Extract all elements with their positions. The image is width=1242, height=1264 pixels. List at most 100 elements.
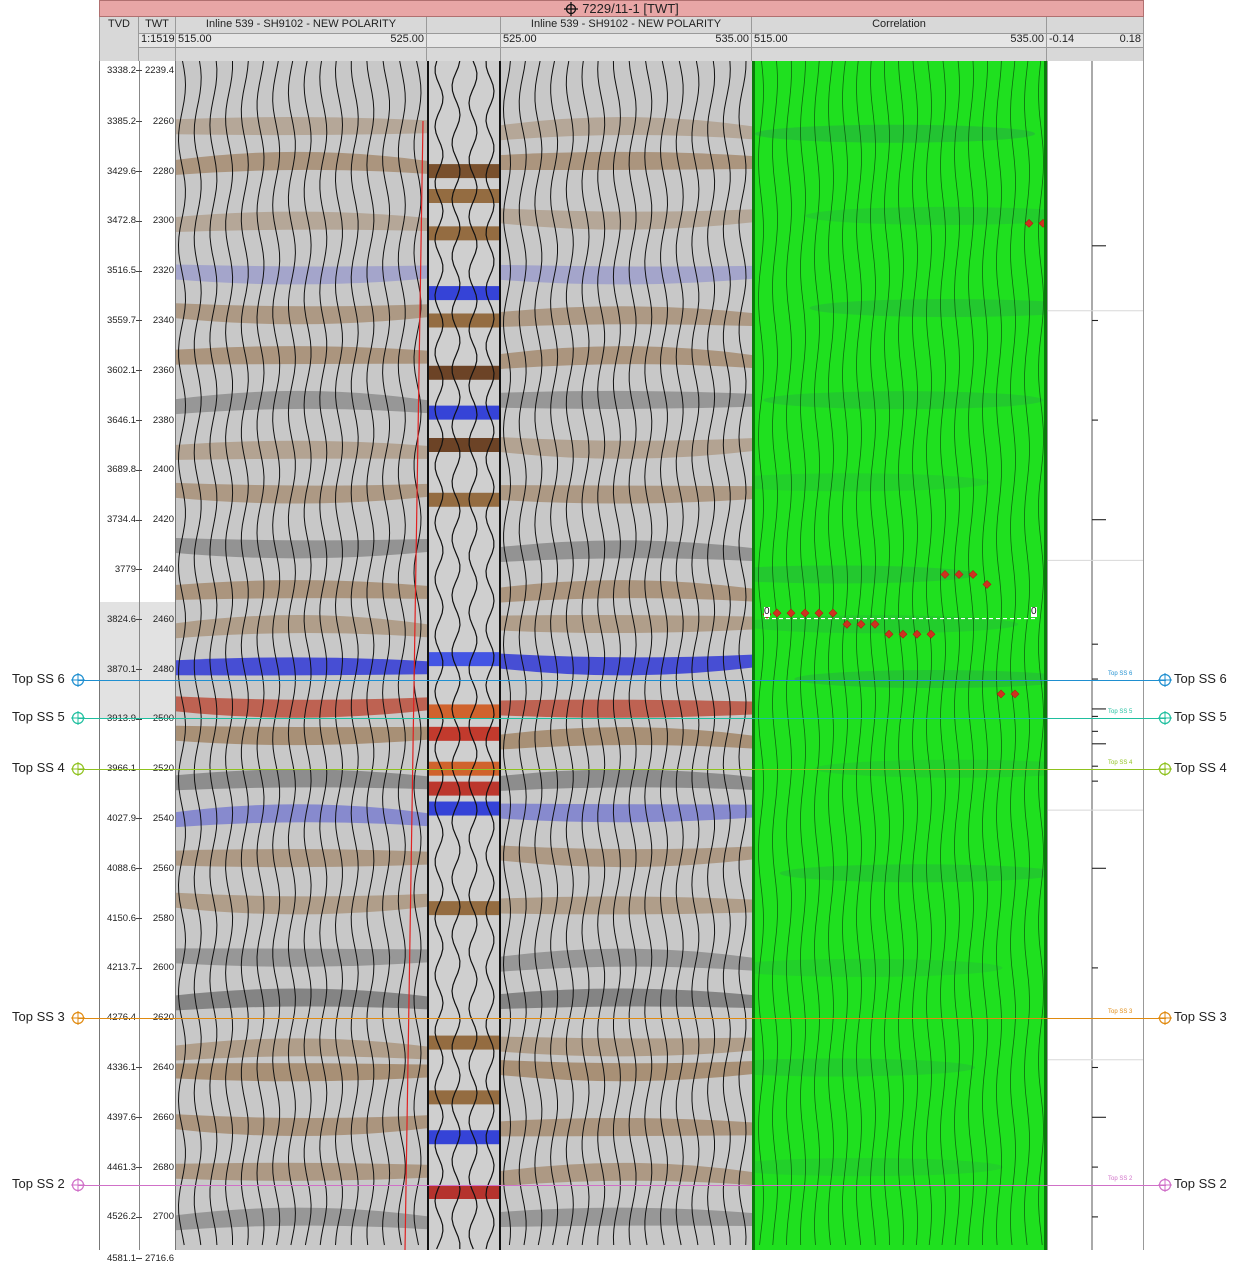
twt-tick-label: 2400 xyxy=(152,464,174,476)
scale-label: 1:1519 xyxy=(141,33,175,45)
twt-tick-label: 2320 xyxy=(152,265,174,277)
marker-label-right: Top SS 2 xyxy=(1174,1175,1227,1191)
tvd-tick-label: 3338.2 xyxy=(106,64,136,76)
correlation-image xyxy=(755,61,1044,1250)
marker-label-left: Top SS 6 xyxy=(12,671,65,687)
correlation-header[interactable]: Correlation 515.00 535.00 xyxy=(752,17,1047,61)
twt-tick-label: 2500 xyxy=(152,713,174,725)
depth-tick-mark xyxy=(136,171,142,173)
tvd-tick-label: 4088.6 xyxy=(106,862,136,874)
tvd-tick-label: 4027.9 xyxy=(106,812,136,824)
tvd-tick-label: 3689.8 xyxy=(106,464,136,476)
depth-tick-mark xyxy=(136,868,142,870)
depth-tick-mark xyxy=(136,619,142,621)
depth-tick-mark xyxy=(136,420,142,422)
well-title-bar[interactable]: 7229/11-1 [TWT] xyxy=(99,0,1144,17)
marker-target-icon[interactable] xyxy=(1158,673,1172,688)
correlation-name: Correlation xyxy=(872,18,926,30)
depth-tick-mark xyxy=(136,519,142,521)
correlation-track[interactable]: 0 0 xyxy=(752,61,1047,1250)
depth-tick-mark xyxy=(136,1167,142,1169)
well-title: 7229/11-1 [TWT] xyxy=(582,1,679,16)
marker-label-small: Top SS 5 xyxy=(1108,708,1133,715)
marker-target-icon[interactable] xyxy=(71,1010,85,1025)
depth-tick-mark xyxy=(136,967,142,969)
marker-target-icon[interactable] xyxy=(71,1177,85,1192)
seismic-track-2[interactable] xyxy=(501,61,752,1250)
depth-tick-mark xyxy=(136,818,142,820)
marker-label-small: Top SS 3 xyxy=(1108,1008,1133,1015)
track1-max: 525.00 xyxy=(390,33,424,45)
twt-tick-label: 2440 xyxy=(152,563,174,575)
track2-header[interactable]: Inline 539 - SH9102 - NEW POLARITY 525.0… xyxy=(501,17,752,61)
track2-name: Inline 539 - SH9102 - NEW POLARITY xyxy=(530,18,722,30)
tvd-header[interactable]: TVD xyxy=(99,17,139,61)
marker-target-icon[interactable] xyxy=(1158,761,1172,776)
tvd-tick-label: 3559.7 xyxy=(106,314,136,326)
tvd-label: TVD xyxy=(108,18,130,30)
tvd-tick-label: 3824.6 xyxy=(106,613,136,625)
well-log-header[interactable] xyxy=(427,17,501,61)
marker-target-icon[interactable] xyxy=(1158,710,1172,725)
tvd-tick-label: 4581.1 xyxy=(106,1252,136,1264)
correlation-zero-left: 0 xyxy=(764,606,770,617)
marker-target-icon[interactable] xyxy=(1158,1010,1172,1025)
marker-label-right: Top SS 6 xyxy=(1174,671,1227,687)
synthetic-image xyxy=(429,61,499,1250)
depth-tick-mark xyxy=(136,1216,142,1218)
marker-target-icon[interactable] xyxy=(71,761,85,776)
marker-label-small: Top SS 4 xyxy=(1108,759,1133,766)
marker-label-right: Top SS 5 xyxy=(1174,708,1227,724)
tvd-tick-label: 3646.1 xyxy=(106,414,136,426)
track1-name: Inline 539 - SH9102 - NEW POLARITY xyxy=(205,18,397,30)
marker-target-icon[interactable] xyxy=(71,710,85,725)
track1-header[interactable]: Inline 539 - SH9102 - NEW POLARITY 515.0… xyxy=(176,17,427,61)
twt-tick-label: 2340 xyxy=(152,314,174,326)
tvd-tick-label: 4213.7 xyxy=(106,962,136,974)
tvd-tick-label: 3870.1 xyxy=(106,663,136,675)
depth-tick-mark xyxy=(136,469,142,471)
depth-tick-mark xyxy=(136,70,142,71)
correlation-min: 515.00 xyxy=(754,33,788,45)
log-track[interactable] xyxy=(1047,61,1144,1250)
marker-label-right: Top SS 4 xyxy=(1174,759,1227,775)
tvd-tick-label: 3429.6 xyxy=(106,165,136,177)
twt-tick-label: 2300 xyxy=(152,215,174,227)
marker-label-left: Top SS 4 xyxy=(12,759,65,775)
marker-label-left: Top SS 3 xyxy=(12,1008,65,1024)
tvd-tick-label: 3913.9 xyxy=(106,713,136,725)
tvd-tick-label: 4150.6 xyxy=(106,912,136,924)
tvd-tick-label: 4461.3 xyxy=(106,1161,136,1173)
marker-label-small: Top SS 2 xyxy=(1108,1175,1133,1182)
track2-max: 535.00 xyxy=(715,33,749,45)
twt-header[interactable]: TWT 1:1519 xyxy=(139,17,176,61)
tvd-tick-label: 3472.8 xyxy=(106,215,136,227)
correlation-zero-right: 0 xyxy=(1031,606,1037,617)
log-track-header[interactable]: -0.14 0.18 xyxy=(1047,17,1144,61)
depth-track[interactable] xyxy=(99,61,176,1250)
depth-tick-mark xyxy=(136,718,142,720)
marker-target-icon[interactable] xyxy=(71,673,85,688)
well-crosshair-icon xyxy=(564,1,579,16)
seismic-image-2 xyxy=(501,61,752,1250)
depth-tick-mark xyxy=(136,121,142,123)
twt-tick-label: 2560 xyxy=(152,862,174,874)
twt-tick-label: 2420 xyxy=(152,514,174,526)
synthetic-track[interactable] xyxy=(427,61,501,1250)
twt-tick-label: 2380 xyxy=(152,414,174,426)
twt-tick-label: 2680 xyxy=(152,1161,174,1173)
correlation-max: 535.00 xyxy=(1010,33,1044,45)
seismic-image-1 xyxy=(176,61,427,1250)
depth-tick-mark xyxy=(136,669,142,671)
log-track-min: -0.14 xyxy=(1049,33,1075,45)
twt-tick-label: 2360 xyxy=(152,364,174,376)
marker-label-right: Top SS 3 xyxy=(1174,1008,1227,1024)
twt-tick-label: 2660 xyxy=(152,1111,174,1123)
seismic-track-1[interactable] xyxy=(176,61,427,1250)
marker-target-icon[interactable] xyxy=(1158,1177,1172,1192)
tvd-tick-label: 3734.4 xyxy=(106,514,136,526)
marker-label-left: Top SS 2 xyxy=(12,1175,65,1191)
tvd-tick-label: 3516.5 xyxy=(106,265,136,277)
twt-tick-label: 2640 xyxy=(152,1061,174,1073)
twt-tick-label: 2600 xyxy=(152,962,174,974)
